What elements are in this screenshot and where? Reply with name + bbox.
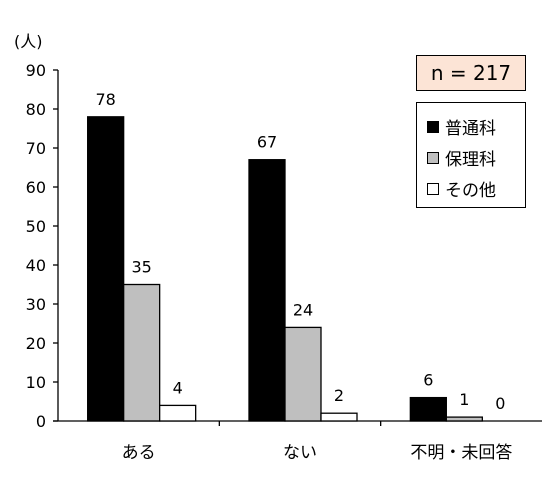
y-tick-label: 30	[26, 295, 46, 314]
legend-item-その他: その他	[427, 173, 525, 204]
legend-item-普通科: 普通科	[427, 111, 525, 142]
bar	[445, 416, 483, 422]
y-tick-label: 90	[26, 61, 46, 80]
bar	[284, 326, 322, 422]
legend-swatch	[427, 182, 439, 195]
bar	[320, 412, 358, 422]
y-tick-label: 80	[26, 100, 46, 119]
y-tick-label: 20	[26, 334, 46, 353]
bar	[87, 116, 125, 422]
data-label: 78	[95, 90, 115, 109]
y-tick-label: 0	[36, 412, 46, 431]
bars	[87, 116, 483, 422]
bar	[123, 283, 161, 422]
x-tick-label: ある	[122, 443, 156, 463]
bar	[159, 404, 197, 422]
x-tick-label: ない	[283, 443, 317, 463]
legend: 普通科 保理科 その他	[416, 102, 526, 208]
sample-size-box: n = 217	[416, 55, 526, 91]
data-label: 0	[495, 394, 505, 413]
bar	[409, 396, 447, 422]
data-label: 4	[173, 378, 183, 397]
y-tick-label: 40	[26, 256, 46, 275]
legend-swatch	[427, 120, 439, 133]
y-tick-label: 10	[26, 373, 46, 392]
data-label: 24	[293, 300, 313, 319]
data-label: 1	[459, 390, 469, 409]
legend-swatch	[427, 151, 439, 164]
y-tick-label: 50	[26, 217, 46, 236]
legend-item-保理科: 保理科	[427, 142, 525, 173]
y-tick-label: 70	[26, 139, 46, 158]
legend-label: 保理科	[445, 150, 496, 170]
y-unit-label: (人)	[14, 32, 43, 51]
bar	[248, 159, 286, 422]
legend-label: 普通科	[445, 119, 496, 139]
data-label: 35	[131, 258, 151, 277]
x-tick-label: 不明・未回答	[410, 443, 512, 463]
data-label: 6	[423, 371, 433, 390]
data-label: 67	[257, 133, 277, 152]
data-label: 2	[334, 386, 344, 405]
y-tick-label: 60	[26, 178, 46, 197]
legend-label: その他	[445, 181, 496, 201]
